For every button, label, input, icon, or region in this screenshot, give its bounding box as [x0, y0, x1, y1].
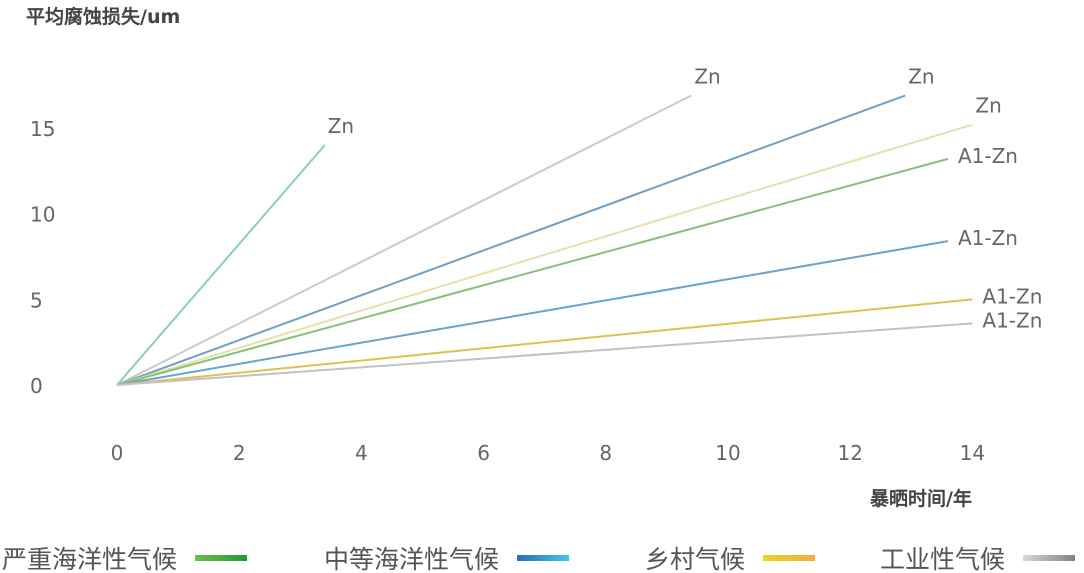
series-label: Zn [694, 65, 720, 89]
legend-item: 乡村气候 [645, 540, 816, 573]
y-tick-label: 10 [30, 203, 55, 227]
series-label: A1-Zn [958, 144, 1018, 168]
legend-label: 严重海洋性气候 [2, 545, 178, 573]
y-tick-label: 0 [30, 374, 43, 398]
x-tick-label: 6 [477, 441, 490, 465]
legend-item: 中等海洋性气候 [324, 540, 570, 573]
y-tick-label: 15 [30, 117, 55, 141]
series-line [116, 123, 973, 386]
series-label: A1-Zn [982, 308, 1042, 332]
series-line [116, 94, 906, 386]
series-label: Zn [328, 114, 354, 138]
x-tick-label: 12 [837, 441, 862, 465]
x-tick-label: 4 [355, 441, 368, 465]
legend-label: 中等海洋性气候 [324, 545, 500, 573]
series-line [116, 322, 973, 386]
x-tick-label: 0 [111, 441, 124, 465]
legend: 严重海洋性气候 中等海洋性气候 乡村气候 工业性气候 [0, 540, 1084, 573]
x-tick-label: 10 [715, 441, 740, 465]
series-line [116, 144, 326, 386]
series-label: A1-Zn [982, 284, 1042, 308]
legend-item: 工业性气候 [880, 540, 1076, 573]
series-line [116, 298, 973, 386]
legend-swatch [195, 555, 248, 561]
legend-item: 严重海洋性气候 [2, 540, 248, 573]
x-tick-label: 8 [599, 441, 612, 465]
y-tick-label: 5 [30, 288, 43, 312]
series-label: Zn [908, 65, 934, 89]
legend-swatch [763, 555, 816, 561]
series-line [116, 240, 949, 386]
y-axis-label: 平均腐蚀损失/um [26, 6, 181, 28]
legend-label: 工业性气候 [880, 545, 1006, 573]
legend-swatch [1023, 555, 1076, 561]
legend-swatch [517, 555, 570, 561]
legend-label: 乡村气候 [645, 545, 746, 573]
series-label: Zn [975, 94, 1001, 118]
x-tick-label: 14 [960, 441, 985, 465]
series-line [116, 94, 692, 386]
x-tick-label: 2 [233, 441, 246, 465]
x-axis-label: 暴晒时间/年 [870, 488, 972, 510]
series-label: A1-Zn [958, 226, 1018, 250]
series-line [116, 157, 949, 386]
